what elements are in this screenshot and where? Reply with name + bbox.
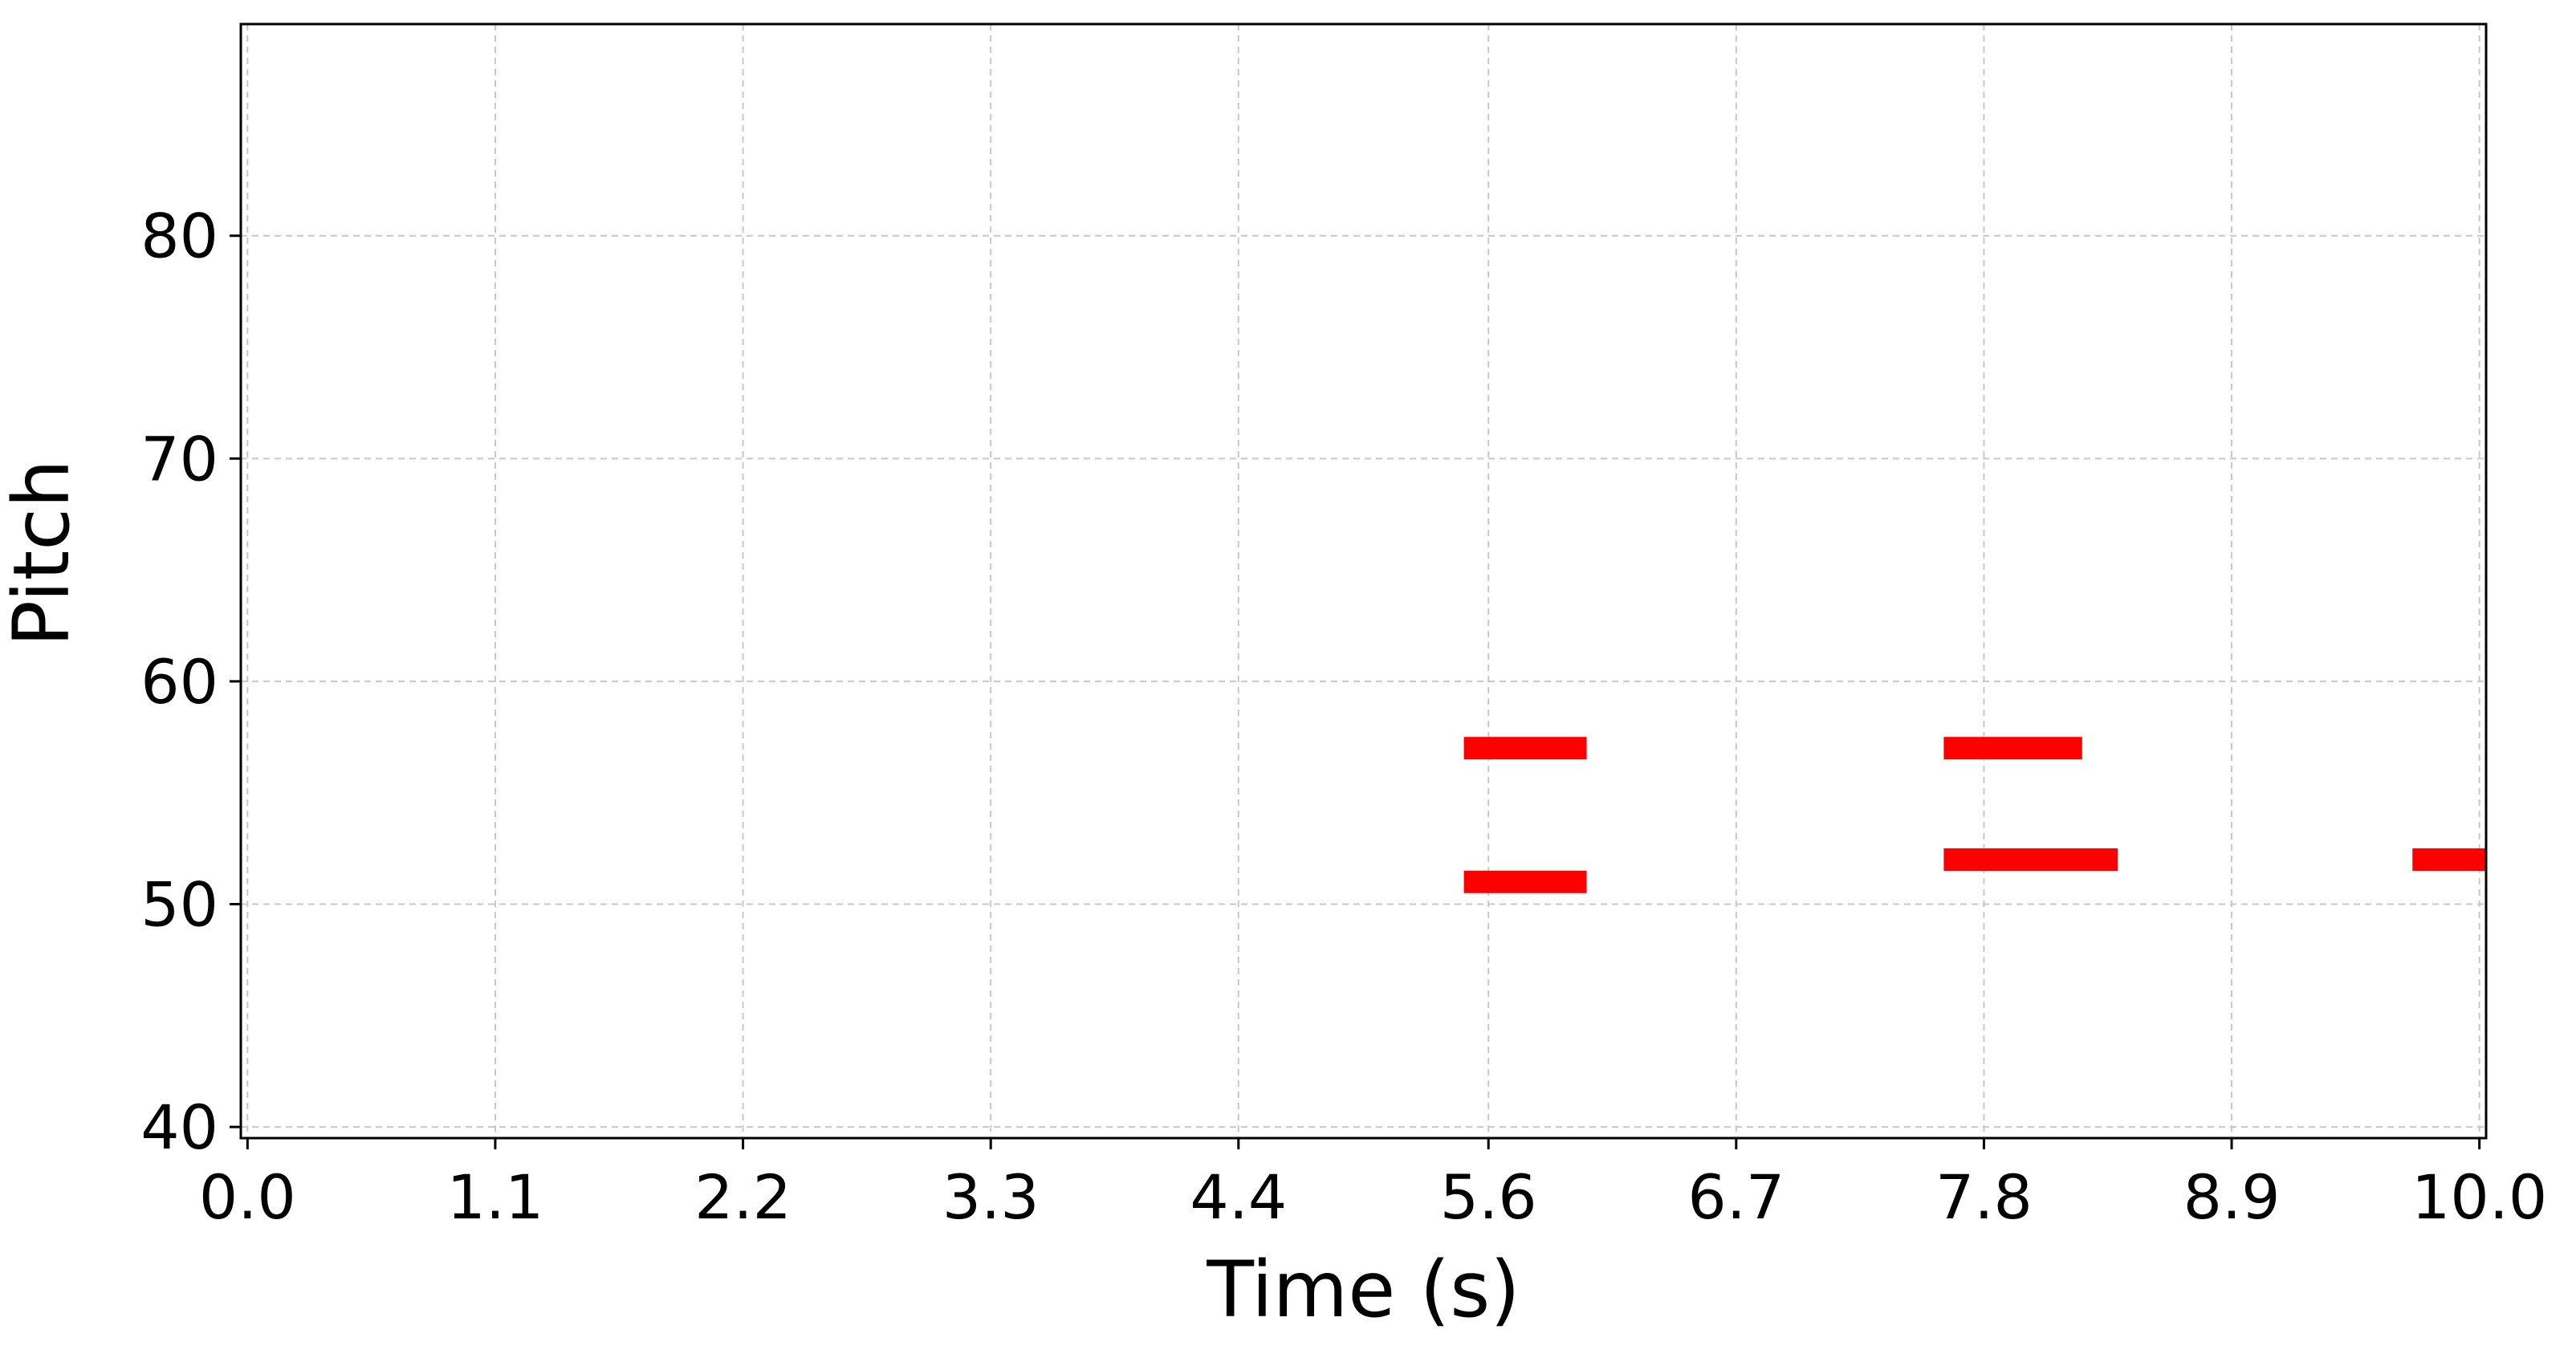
y-axis-label: Pitch	[0, 459, 87, 647]
x-axis-ticks: 0.0 1.1 2.2 3.3 4.4 5.6 6.7 7.8 8.9 10.0	[199, 1138, 2547, 1233]
note-bar	[1463, 870, 1587, 893]
y-tick-label: 70	[140, 423, 218, 494]
x-tick-label: 5.6	[1440, 1161, 1537, 1233]
x-tick-label: 6.7	[1687, 1161, 1784, 1233]
y-axis-ticks: 40 50 60 70 80	[140, 201, 241, 1163]
y-tick-label: 80	[140, 201, 218, 272]
x-tick-label: 3.3	[942, 1161, 1040, 1233]
x-tick-label: 0.0	[199, 1161, 296, 1233]
plot-frame	[239, 22, 2488, 1140]
y-tick-label: 50	[140, 869, 218, 941]
notes	[1463, 737, 2486, 893]
note-bar	[1943, 737, 2082, 760]
note-bar	[2412, 848, 2486, 871]
grid	[241, 24, 2486, 1138]
note-bar	[1463, 737, 1587, 760]
x-tick-label: 4.4	[1190, 1161, 1287, 1233]
note-bar	[1943, 848, 2118, 871]
y-tick-label: 40	[140, 1092, 218, 1163]
x-tick-label: 1.1	[447, 1161, 544, 1233]
x-axis-label: Time (s)	[1206, 1245, 1520, 1335]
x-tick-label: 7.8	[1935, 1161, 2033, 1233]
x-tick-label: 10.0	[2411, 1161, 2547, 1233]
y-tick-label: 60	[140, 646, 218, 718]
x-tick-label: 8.9	[2183, 1161, 2281, 1233]
x-tick-label: 2.2	[694, 1161, 792, 1233]
